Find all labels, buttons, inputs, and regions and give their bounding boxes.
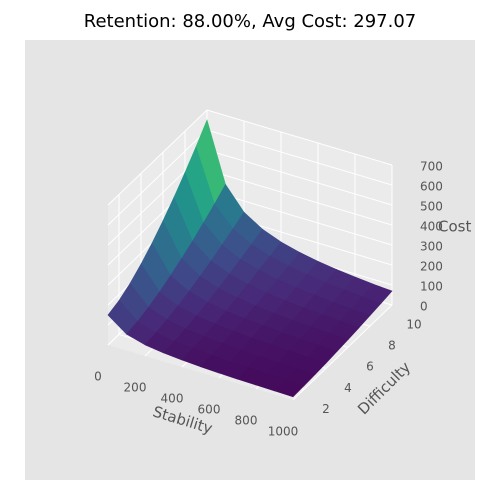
y-tick-label: 2 xyxy=(322,402,330,416)
y-tick-label: 4 xyxy=(344,381,352,395)
grid-line xyxy=(107,129,208,226)
x-tick-label: 800 xyxy=(235,414,258,428)
x-tick-label: 400 xyxy=(161,392,184,406)
x-tick-label: 0 xyxy=(94,370,102,384)
grid-line xyxy=(206,129,393,186)
z-tick-label: 400 xyxy=(420,220,443,234)
z-tick-label: 200 xyxy=(420,260,443,274)
grid-line xyxy=(206,149,393,206)
x-tick-label: 1000 xyxy=(268,425,299,439)
z-tick-label: 100 xyxy=(420,280,443,294)
grid-line xyxy=(206,189,393,246)
z-tick-label: 0 xyxy=(420,300,428,314)
y-tick-label: 8 xyxy=(388,339,396,353)
grid-line xyxy=(206,109,393,166)
z-tick-label: 500 xyxy=(420,200,443,214)
z-axis-label: Cost xyxy=(438,218,471,236)
grid-line xyxy=(206,169,393,226)
grid-line xyxy=(292,304,393,401)
surface-patch xyxy=(273,379,305,398)
x-tick-label: 600 xyxy=(198,403,221,417)
grid-line xyxy=(107,109,208,206)
z-tick-label: 600 xyxy=(420,180,443,194)
y-tick-label: 10 xyxy=(406,318,421,332)
chart-title: Retention: 88.00%, Avg Cost: 297.07 xyxy=(84,11,417,32)
z-tick-label: 300 xyxy=(420,240,443,254)
z-tick-label: 700 xyxy=(420,160,443,174)
x-tick-label: 200 xyxy=(124,381,147,395)
y-tick-label: 6 xyxy=(366,360,374,374)
